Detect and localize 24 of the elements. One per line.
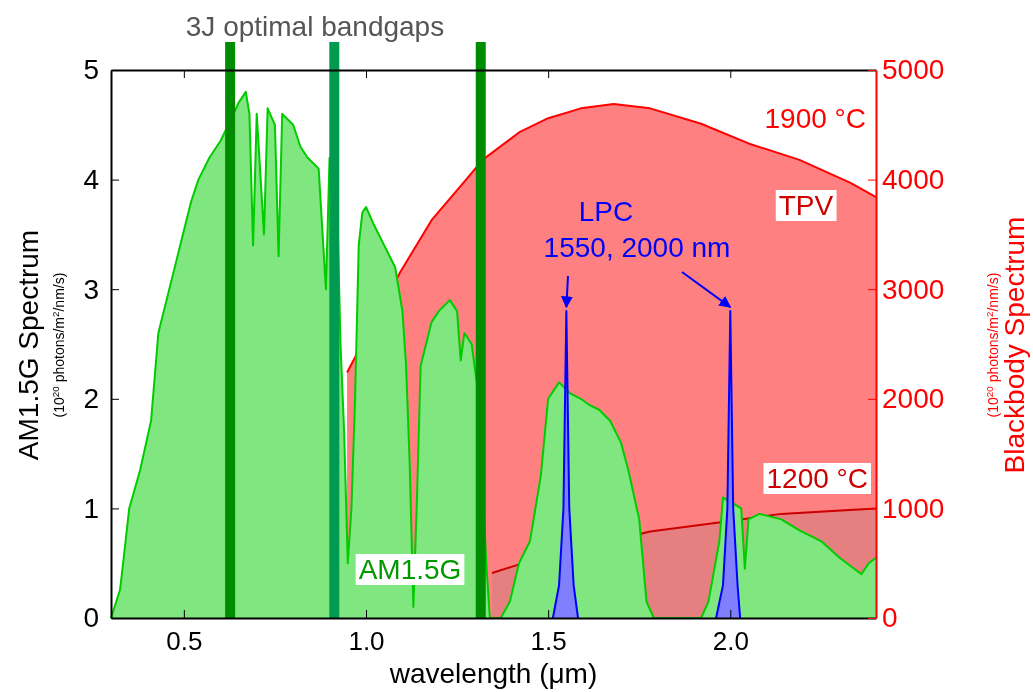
series-label: 1200 °C	[766, 463, 868, 494]
y2-tick-label: 4000	[882, 164, 945, 196]
x-tick-label: 1.0	[348, 626, 385, 657]
y2-tick-label: 1000	[882, 492, 945, 524]
y2-tick-label: 5000	[882, 54, 945, 86]
text: 3J optimal bandgaps	[185, 11, 445, 42]
y2-tick-label: 3000	[882, 273, 945, 305]
y2-tick-label: 2000	[882, 383, 945, 415]
y2-tick-label: 0	[882, 602, 898, 634]
x-tick-label: 1.5	[530, 626, 567, 657]
y-tick-label: 4	[83, 164, 99, 196]
series-label: 1900 °C	[764, 103, 866, 134]
y-tick-label: 3	[83, 273, 99, 305]
annotation: 1550, 2000 nm	[543, 232, 731, 263]
series-label: AM1.5G	[358, 554, 462, 585]
y-tick-label: 2	[83, 383, 99, 415]
x-tick-label: 0.5	[166, 626, 203, 657]
y-tick-label: 5	[83, 54, 99, 86]
text: LPC	[578, 196, 634, 227]
y-tick-label: 0	[83, 602, 99, 634]
annotation: TPV	[778, 190, 834, 221]
x-tick-label: 2.0	[712, 626, 749, 657]
x-axis-title: wavelength (μm)	[388, 658, 598, 689]
y-tick-label: 1	[83, 492, 99, 524]
